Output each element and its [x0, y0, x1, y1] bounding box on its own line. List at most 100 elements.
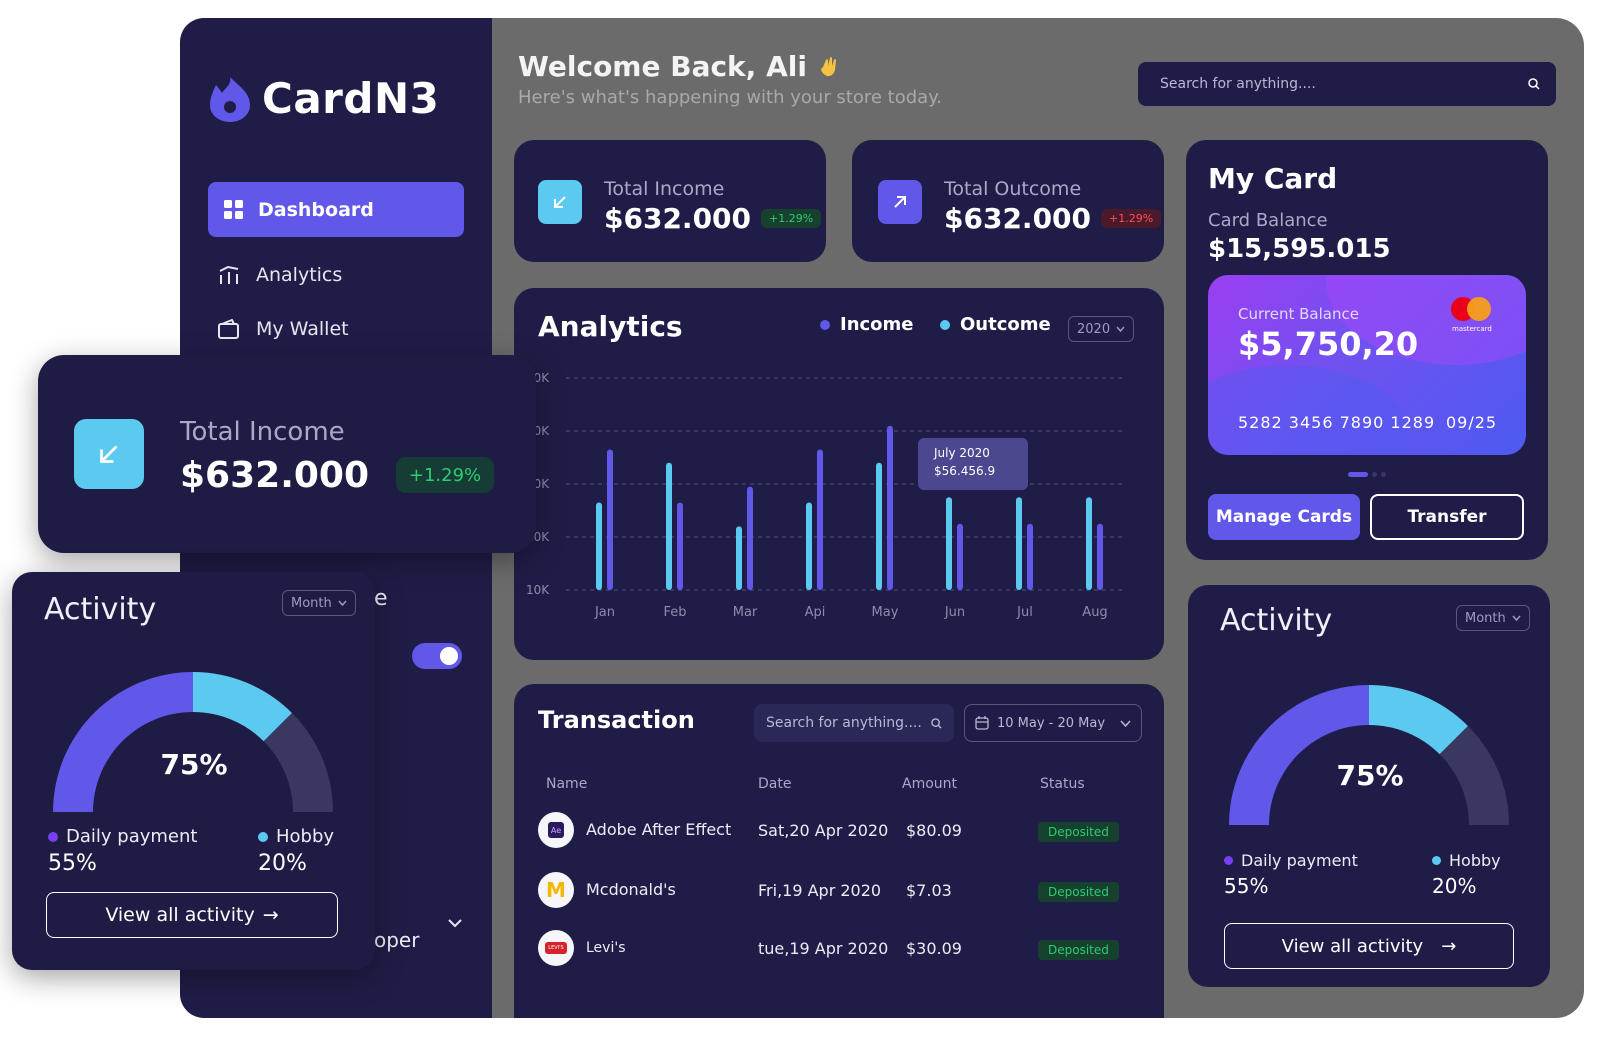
- card-balance-label: Card Balance: [1208, 210, 1328, 231]
- manage-cards-button[interactable]: Manage Cards: [1208, 494, 1360, 540]
- outcome-legend-dot: [940, 319, 950, 330]
- transaction-name: Mcdonald's: [586, 880, 676, 899]
- date-range-value: 10 May - 20 May: [997, 715, 1106, 731]
- x-tick-label: Jul: [1016, 605, 1033, 620]
- bar-income-feb[interactable]: [666, 462, 672, 590]
- wallet-icon: [218, 319, 239, 339]
- card-balance-value: $15,595.015: [1208, 234, 1391, 264]
- period-value: Month: [1465, 610, 1506, 626]
- analytics-card: Analytics Income Outcome 2020 50K 40K 30K 2…: [514, 288, 1164, 660]
- bar-income-mar[interactable]: [736, 526, 742, 590]
- tooltip-value: $56.456.9: [934, 464, 996, 478]
- stat-value: 20%: [258, 851, 307, 876]
- column-header-name: Name: [546, 776, 588, 792]
- activity-gauge: [53, 672, 333, 812]
- view-all-activity-button[interactable]: View all activity →: [1224, 923, 1514, 969]
- period-select[interactable]: Month: [282, 590, 356, 616]
- legend-income: Income: [820, 314, 914, 335]
- welcome-header: Welcome Back, Ali Here's what's happenin…: [518, 50, 942, 108]
- arrow-down-left-icon: [74, 419, 144, 489]
- gauge-hobby-segment: [1369, 685, 1468, 755]
- stat-label: Total Outcome: [944, 178, 1082, 200]
- gauge-daily-segment: [1229, 685, 1369, 825]
- carousel-dot[interactable]: [1381, 472, 1386, 477]
- gauge-hobby-segment: [193, 672, 292, 742]
- change-badge: +1.29%: [761, 209, 822, 228]
- carousel-dots[interactable]: [1348, 472, 1386, 477]
- bar-income-may[interactable]: [876, 462, 882, 590]
- credit-card[interactable]: Current Balance $5,750,20 mastercard 528…: [1208, 275, 1526, 455]
- search-input[interactable]: Search for anything....: [1138, 62, 1556, 106]
- transaction-search-input[interactable]: Search for anything....: [754, 704, 954, 742]
- bar-outcome-aug[interactable]: [1097, 523, 1103, 590]
- bar-outcome-jul[interactable]: [1027, 523, 1033, 590]
- x-tick-label: May: [872, 605, 899, 620]
- levis-logo-icon: LEVI'S: [538, 930, 574, 966]
- bar-outcome-mar[interactable]: [747, 486, 753, 590]
- view-all-activity-button[interactable]: View all activity →: [46, 892, 338, 938]
- chevron-down-icon[interactable]: [448, 918, 462, 928]
- bar-income-aug[interactable]: [1086, 497, 1092, 590]
- analytics-title: Analytics: [538, 310, 683, 343]
- card-expiry: 09/25: [1446, 413, 1498, 432]
- transaction-date: Fri,19 Apr 2020: [758, 881, 882, 900]
- x-tick-label: Jun: [944, 605, 965, 620]
- change-badge: +1.29%: [1101, 209, 1162, 228]
- calendar-icon: [975, 716, 989, 730]
- bar-outcome-may[interactable]: [887, 425, 893, 590]
- status-badge: Deposited: [1038, 822, 1119, 842]
- floating-activity-card: Activity Month 75% Daily payment 55% Hob…: [12, 572, 375, 970]
- app-logo[interactable]: CardN3: [210, 74, 439, 123]
- column-header-status: Status: [1040, 776, 1085, 792]
- sidebar-partial-label: e: [374, 586, 388, 611]
- carousel-dot[interactable]: [1372, 472, 1377, 477]
- sidebar-toggle[interactable]: [412, 643, 462, 669]
- bar-income-api[interactable]: [806, 502, 812, 590]
- status-badge: Deposited: [1038, 940, 1119, 960]
- column-header-amount: Amount: [902, 776, 958, 792]
- bar-outcome-feb[interactable]: [677, 502, 683, 590]
- floating-total-income-card: Total Income $632.000 +1.29%: [38, 355, 536, 553]
- carousel-dot-active[interactable]: [1348, 472, 1368, 477]
- sidebar-item-dashboard[interactable]: Dashboard: [208, 182, 464, 237]
- flame-icon: [210, 76, 250, 122]
- hobby-dot: [258, 831, 268, 842]
- card-decoration: [1208, 365, 1408, 455]
- bar-income-jul[interactable]: [1016, 497, 1022, 590]
- logo-text: LEVI'S: [545, 942, 567, 954]
- table-row[interactable]: M Mcdonald's Fri,19 Apr 2020 $7.03 Depos…: [538, 868, 1138, 912]
- transaction-amount: $7.03: [906, 881, 952, 900]
- waving-hand-icon: [820, 56, 836, 76]
- adobe-logo-icon: Ae: [538, 812, 574, 848]
- x-tick-label: Jan: [594, 605, 615, 620]
- bar-outcome-jun[interactable]: [957, 523, 963, 590]
- current-balance-value: $5,750,20: [1238, 325, 1419, 363]
- activity-card: Activity Month 75% Daily payment 55% Hob…: [1188, 585, 1550, 987]
- chart-tooltip: July 2020 $56.456.9: [918, 438, 1028, 490]
- bar-income-jun[interactable]: [946, 497, 952, 590]
- gauge-remaining-segment: [1439, 726, 1509, 825]
- transaction-date: Sat,20 Apr 2020: [758, 821, 889, 840]
- bar-outcome-api[interactable]: [817, 449, 823, 590]
- bar-outcome-jan[interactable]: [607, 449, 613, 590]
- column-header-date: Date: [758, 776, 792, 792]
- sidebar-item-label: Analytics: [256, 264, 343, 286]
- period-select[interactable]: Month: [1456, 605, 1530, 631]
- transaction-amount: $80.09: [906, 821, 962, 840]
- table-row[interactable]: Ae Adobe After Effect Sat,20 Apr 2020 $8…: [538, 808, 1138, 852]
- activity-percent: 75%: [160, 748, 228, 781]
- bar-income-jan[interactable]: [596, 502, 602, 590]
- activity-title: Activity: [44, 592, 157, 627]
- card-brand: mastercard: [1452, 325, 1492, 333]
- sidebar-item-wallet[interactable]: My Wallet: [218, 318, 349, 340]
- table-row[interactable]: LEVI'S Levi's tue,19 Apr 2020 $30.09 Dep…: [538, 926, 1138, 970]
- search-icon: [931, 717, 942, 729]
- transaction-card: Transaction Search for anything.... 10 M…: [514, 684, 1164, 1018]
- transfer-button[interactable]: Transfer: [1370, 494, 1524, 540]
- year-select[interactable]: 2020: [1068, 316, 1135, 342]
- stat-value: 55%: [1224, 874, 1269, 898]
- page-subtitle: Here's what's happening with your store …: [518, 87, 943, 108]
- sidebar-item-analytics[interactable]: Analytics: [218, 264, 342, 286]
- date-range-picker[interactable]: 10 May - 20 May: [964, 704, 1142, 742]
- page-title: Welcome Back, Ali: [518, 50, 942, 83]
